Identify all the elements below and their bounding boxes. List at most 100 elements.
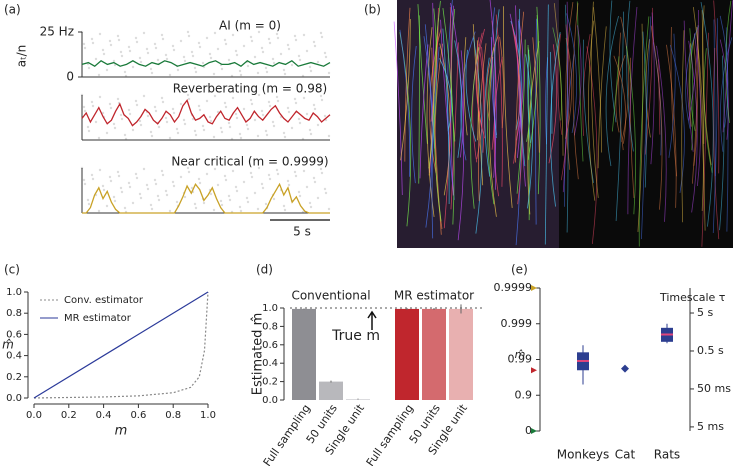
neuron-branch bbox=[590, 1, 599, 199]
spike-dot bbox=[316, 123, 320, 127]
spike-dot bbox=[282, 68, 286, 72]
spike-dot bbox=[268, 41, 272, 45]
spike-dot bbox=[127, 45, 131, 49]
spike-dot bbox=[267, 173, 271, 177]
neuron-branch bbox=[689, 28, 694, 151]
spike-dot bbox=[98, 32, 102, 36]
bar bbox=[292, 308, 316, 400]
spike-dot bbox=[198, 108, 202, 112]
spike-dot bbox=[179, 39, 183, 43]
neuron-branch bbox=[484, 57, 491, 177]
spike-dot bbox=[312, 176, 316, 180]
spike-dot bbox=[153, 42, 157, 46]
spike-dot bbox=[117, 38, 121, 42]
spike-dot bbox=[250, 102, 254, 106]
spike-dot bbox=[161, 100, 165, 104]
spike-dot bbox=[293, 97, 297, 101]
spike-dot bbox=[83, 46, 87, 50]
spike-dot bbox=[86, 125, 90, 129]
spike-dot bbox=[131, 201, 135, 205]
neuron-branch bbox=[476, 40, 479, 141]
spike-dot bbox=[294, 38, 298, 42]
spike-dot bbox=[197, 41, 201, 45]
neuron-branch bbox=[493, 9, 500, 138]
spike-dot bbox=[134, 36, 138, 40]
neuron-branch bbox=[692, 40, 698, 166]
x-tick-label: 0.2 bbox=[61, 410, 77, 421]
spike-dot bbox=[168, 209, 172, 213]
neuron-branch bbox=[527, 49, 531, 143]
spike-dot bbox=[309, 132, 313, 136]
spike-dot bbox=[308, 65, 312, 69]
spike-dot bbox=[319, 167, 323, 171]
spike-dot bbox=[264, 202, 268, 206]
neuron-branch bbox=[701, 10, 705, 144]
spike-dot bbox=[197, 177, 201, 181]
spike-dot bbox=[205, 172, 209, 176]
neuron-branch bbox=[478, 43, 487, 202]
spike-dot bbox=[131, 128, 135, 132]
spike-dot bbox=[112, 59, 116, 63]
spike-dot bbox=[250, 39, 254, 43]
legend-label: Conv. estimator bbox=[64, 295, 144, 306]
spike-dot bbox=[227, 58, 231, 62]
spike-dot bbox=[175, 127, 179, 131]
spike-dot bbox=[187, 170, 191, 174]
neuron-branch bbox=[609, 0, 617, 123]
spike-dot bbox=[109, 179, 113, 183]
spike-dot bbox=[249, 171, 253, 175]
spike-dot bbox=[113, 126, 117, 130]
y-axis-label: m̂ bbox=[2, 338, 14, 352]
spike-dot bbox=[150, 207, 154, 211]
spike-dot bbox=[127, 108, 131, 112]
neuron-branch bbox=[526, 47, 532, 142]
trace bbox=[81, 99, 331, 127]
spike-dot bbox=[319, 94, 323, 98]
y-tick-label: 0.0 bbox=[6, 393, 22, 404]
spike-dot bbox=[286, 179, 290, 183]
spike-dot bbox=[153, 105, 157, 109]
neuron-branch bbox=[515, 19, 524, 141]
spike-dot bbox=[298, 121, 302, 125]
spike-dot bbox=[209, 192, 213, 196]
spike-dot bbox=[86, 198, 90, 202]
neuron-branch bbox=[650, 25, 663, 210]
spike-dot bbox=[119, 186, 123, 190]
spike-dot bbox=[193, 66, 197, 70]
spike-dot bbox=[164, 189, 168, 193]
spike-dot bbox=[201, 124, 205, 128]
neuron-branch bbox=[450, 42, 459, 210]
neuron-branch bbox=[440, 19, 449, 135]
spike-dot bbox=[108, 175, 112, 179]
spike-dot bbox=[297, 117, 301, 121]
spike-dot bbox=[164, 116, 168, 120]
spike-dot bbox=[256, 134, 260, 138]
neuron-branch bbox=[503, 6, 513, 209]
spike-dot bbox=[157, 125, 161, 129]
neuron-branch bbox=[399, 29, 411, 177]
spike-dot bbox=[297, 54, 301, 58]
spike-dot bbox=[239, 73, 243, 77]
spike-dot bbox=[179, 102, 183, 106]
neuron-branch bbox=[573, 25, 582, 136]
x-tick-label: 0.4 bbox=[96, 410, 112, 421]
spike-dot bbox=[219, 126, 223, 130]
y-tick-label: 1.0 bbox=[262, 303, 278, 314]
spike-dot bbox=[261, 50, 265, 54]
spike-dot bbox=[160, 96, 164, 100]
spike-dot bbox=[213, 31, 217, 35]
spike-dot bbox=[234, 112, 238, 116]
spike-dot bbox=[165, 57, 169, 61]
spike-dot bbox=[209, 56, 213, 60]
neuron-branch bbox=[627, 6, 638, 215]
neuron-branch bbox=[454, 40, 463, 158]
neuron-branch bbox=[404, 7, 411, 162]
neuron-branch bbox=[488, 56, 497, 217]
spike-dot bbox=[249, 35, 253, 39]
spike-dot bbox=[228, 198, 232, 202]
spike-dot bbox=[235, 53, 239, 57]
neuron-branch bbox=[548, 44, 558, 164]
spike-dot bbox=[302, 169, 306, 173]
x-tick-label: Rats bbox=[654, 448, 680, 462]
y-axis-label: Estimated m̂ bbox=[251, 313, 266, 395]
